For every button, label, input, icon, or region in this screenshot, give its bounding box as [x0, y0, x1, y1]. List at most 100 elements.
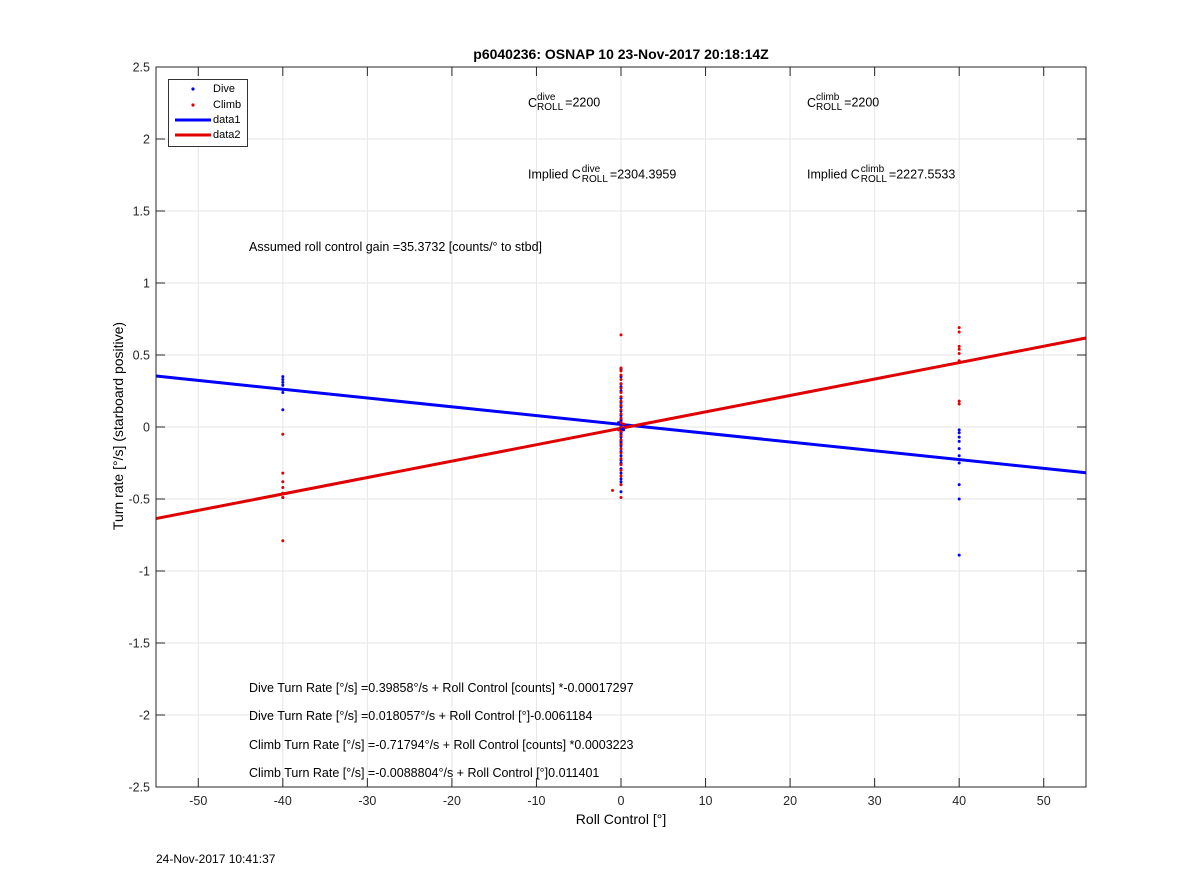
- point-climb: [281, 480, 285, 484]
- point-climb: [957, 347, 961, 351]
- legend-label-dive: Dive: [213, 83, 236, 95]
- x-axis-label: Roll Control [°]: [575, 811, 667, 827]
- annotation-c-climb-value: =2200: [844, 95, 880, 110]
- point-climb: [619, 447, 623, 451]
- point-climb: [619, 496, 623, 500]
- point-climb: [619, 421, 623, 425]
- point-dive: [957, 483, 961, 487]
- point-climb: [619, 366, 623, 370]
- point-climb: [619, 425, 623, 429]
- annotation-gain: Assumed roll control gain =35.3732 [coun…: [249, 240, 543, 254]
- point-climb: [619, 438, 623, 442]
- annotation-implied-climb-sup: climb: [860, 164, 885, 175]
- point-climb: [957, 344, 961, 348]
- point-climb: [619, 408, 623, 412]
- annotation-eq-climb-counts: Climb Turn Rate [°/s] =-0.71794°/s + Rol…: [249, 738, 634, 752]
- legend: Dive Climb data1 data2: [168, 79, 248, 147]
- point-climb: [957, 326, 961, 330]
- point-climb: [619, 412, 623, 416]
- point-climb: [619, 483, 623, 487]
- annotation-c-dive-sup: dive: [537, 92, 556, 103]
- point-dive: [619, 490, 623, 494]
- x-tick-label: 10: [699, 794, 713, 808]
- y-tick-label: -2: [139, 709, 150, 723]
- point-dive: [957, 454, 961, 458]
- point-climb: [619, 468, 623, 472]
- point-dive: [281, 377, 285, 381]
- annotation-c-climb-sup: climb: [816, 92, 840, 103]
- legend-label-climb: Climb: [213, 99, 242, 111]
- y-tick-label: -2.5: [128, 781, 150, 795]
- point-dive: [957, 447, 961, 451]
- point-climb: [616, 428, 620, 432]
- y-tick-label: 2: [143, 133, 150, 147]
- point-dive: [619, 480, 623, 484]
- point-climb: [619, 462, 623, 466]
- point-climb: [619, 369, 623, 373]
- annotation-eq-dive-degrees: Dive Turn Rate [°/s] =0.018057°/s + Roll…: [249, 709, 593, 723]
- point-climb: [619, 399, 623, 403]
- annotation-implied-dive-prefix: Implied C: [528, 167, 581, 182]
- y-tick-label: 2.5: [133, 61, 150, 75]
- annotation-implied-climb-sub: ROLL: [860, 174, 887, 185]
- point-dive: [616, 421, 620, 425]
- x-tick-label: -50: [189, 794, 207, 808]
- point-climb: [957, 399, 961, 403]
- point-climb: [619, 382, 623, 386]
- point-climb: [281, 471, 285, 475]
- point-climb: [619, 457, 623, 461]
- y-axis-label: Turn rate [°/s] (starboard positive): [110, 321, 126, 531]
- point-climb: [281, 539, 285, 543]
- annotation-c-climb-symbol: C: [807, 96, 817, 110]
- point-dive: [281, 383, 285, 387]
- point-dive: [281, 408, 285, 412]
- legend-item-climb: Climb: [169, 98, 247, 112]
- annotation-c-dive-symbol: C: [528, 96, 538, 110]
- annotation-implied-climb-value: =2227.5533: [888, 167, 956, 182]
- x-tick-label: 50: [1037, 794, 1051, 808]
- point-climb: [619, 403, 623, 407]
- point-dive: [281, 390, 285, 394]
- x-tick-label: -40: [274, 794, 292, 808]
- point-dive: [957, 431, 961, 435]
- footer-timestamp: 24-Nov-2017 10:41:37: [156, 852, 276, 866]
- series-layer: [155, 326, 1087, 557]
- point-climb: [281, 491, 285, 495]
- point-dive: [957, 553, 961, 557]
- point-climb: [619, 416, 623, 420]
- legend-label-data1: data1: [213, 114, 241, 126]
- point-climb: [622, 422, 626, 426]
- point-climb: [619, 333, 623, 337]
- point-climb: [619, 395, 623, 399]
- point-dive: [957, 461, 961, 465]
- annotation-implied-dive-sup: dive: [581, 164, 601, 175]
- point-climb: [611, 488, 615, 492]
- point-dive: [957, 428, 961, 432]
- point-climb: [957, 402, 961, 406]
- point-climb: [619, 474, 623, 478]
- y-tick-label: -1: [139, 565, 150, 579]
- legend-item-data2: data2: [169, 128, 247, 142]
- annotation-eq-dive-counts: Dive Turn Rate [°/s] =0.39858°/s + Roll …: [249, 681, 634, 695]
- point-dive: [619, 471, 623, 475]
- legend-item-dive: Dive: [169, 82, 247, 96]
- point-dive: [619, 477, 623, 481]
- point-climb: [619, 390, 623, 394]
- tick-labels: -50 -40 -30 -20 -10 0 10 20 30 40 50-2.5-2-1.5-1-0…: [128, 61, 1050, 809]
- x-tick-label: -10: [527, 794, 545, 808]
- annotation-implied-climb-prefix: Implied C: [807, 167, 860, 182]
- point-dive: [281, 388, 285, 392]
- y-tick-label: -1.5: [128, 637, 150, 651]
- x-tick-label: 0: [618, 794, 625, 808]
- point-climb: [619, 373, 623, 377]
- point-climb: [281, 485, 285, 489]
- x-tick-label: 20: [783, 794, 797, 808]
- annotation-c-climb-sub: ROLL: [816, 102, 843, 113]
- x-tick-label: -20: [443, 794, 461, 808]
- point-climb: [281, 496, 285, 500]
